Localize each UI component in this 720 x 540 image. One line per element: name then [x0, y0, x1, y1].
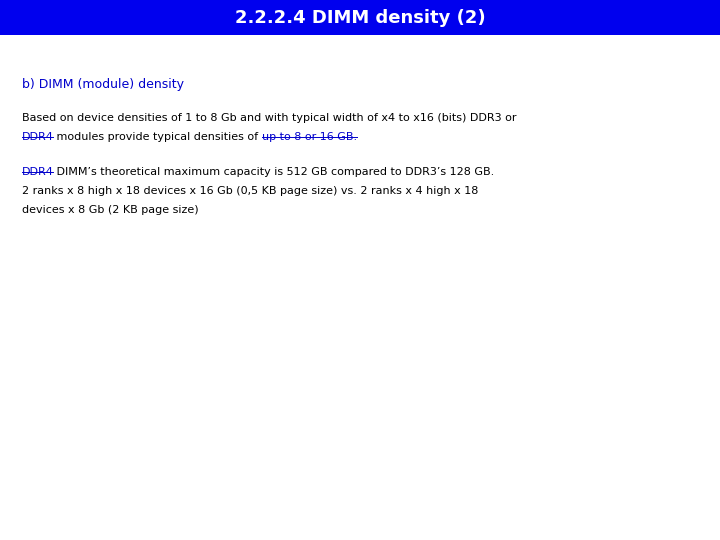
Text: b) DIMM (module) density: b) DIMM (module) density [22, 78, 184, 91]
Text: 2.2.2.4 DIMM density (2): 2.2.2.4 DIMM density (2) [235, 9, 485, 26]
Text: 2 ranks x 8 high x 18 devices x 16 Gb (0,5 KB page size) vs. 2 ranks x 4 high x : 2 ranks x 8 high x 18 devices x 16 Gb (0… [22, 186, 478, 197]
Text: devices x 8 Gb (2 KB page size): devices x 8 Gb (2 KB page size) [22, 205, 198, 215]
Text: DIMM’s theoretical maximum capacity is 512 GB compared to DDR3’s 128 GB.: DIMM’s theoretical maximum capacity is 5… [53, 167, 495, 178]
Text: up to 8 or 16 GB.: up to 8 or 16 GB. [262, 132, 357, 143]
Bar [0, 0, 720, 35]
Text: DDR4: DDR4 [22, 167, 53, 178]
Text: modules provide typical densities of: modules provide typical densities of [53, 132, 262, 143]
Text: DDR4: DDR4 [22, 132, 53, 143]
Text: Based on device densities of 1 to 8 Gb and with typical width of x4 to x16 (bits: Based on device densities of 1 to 8 Gb a… [22, 113, 516, 124]
